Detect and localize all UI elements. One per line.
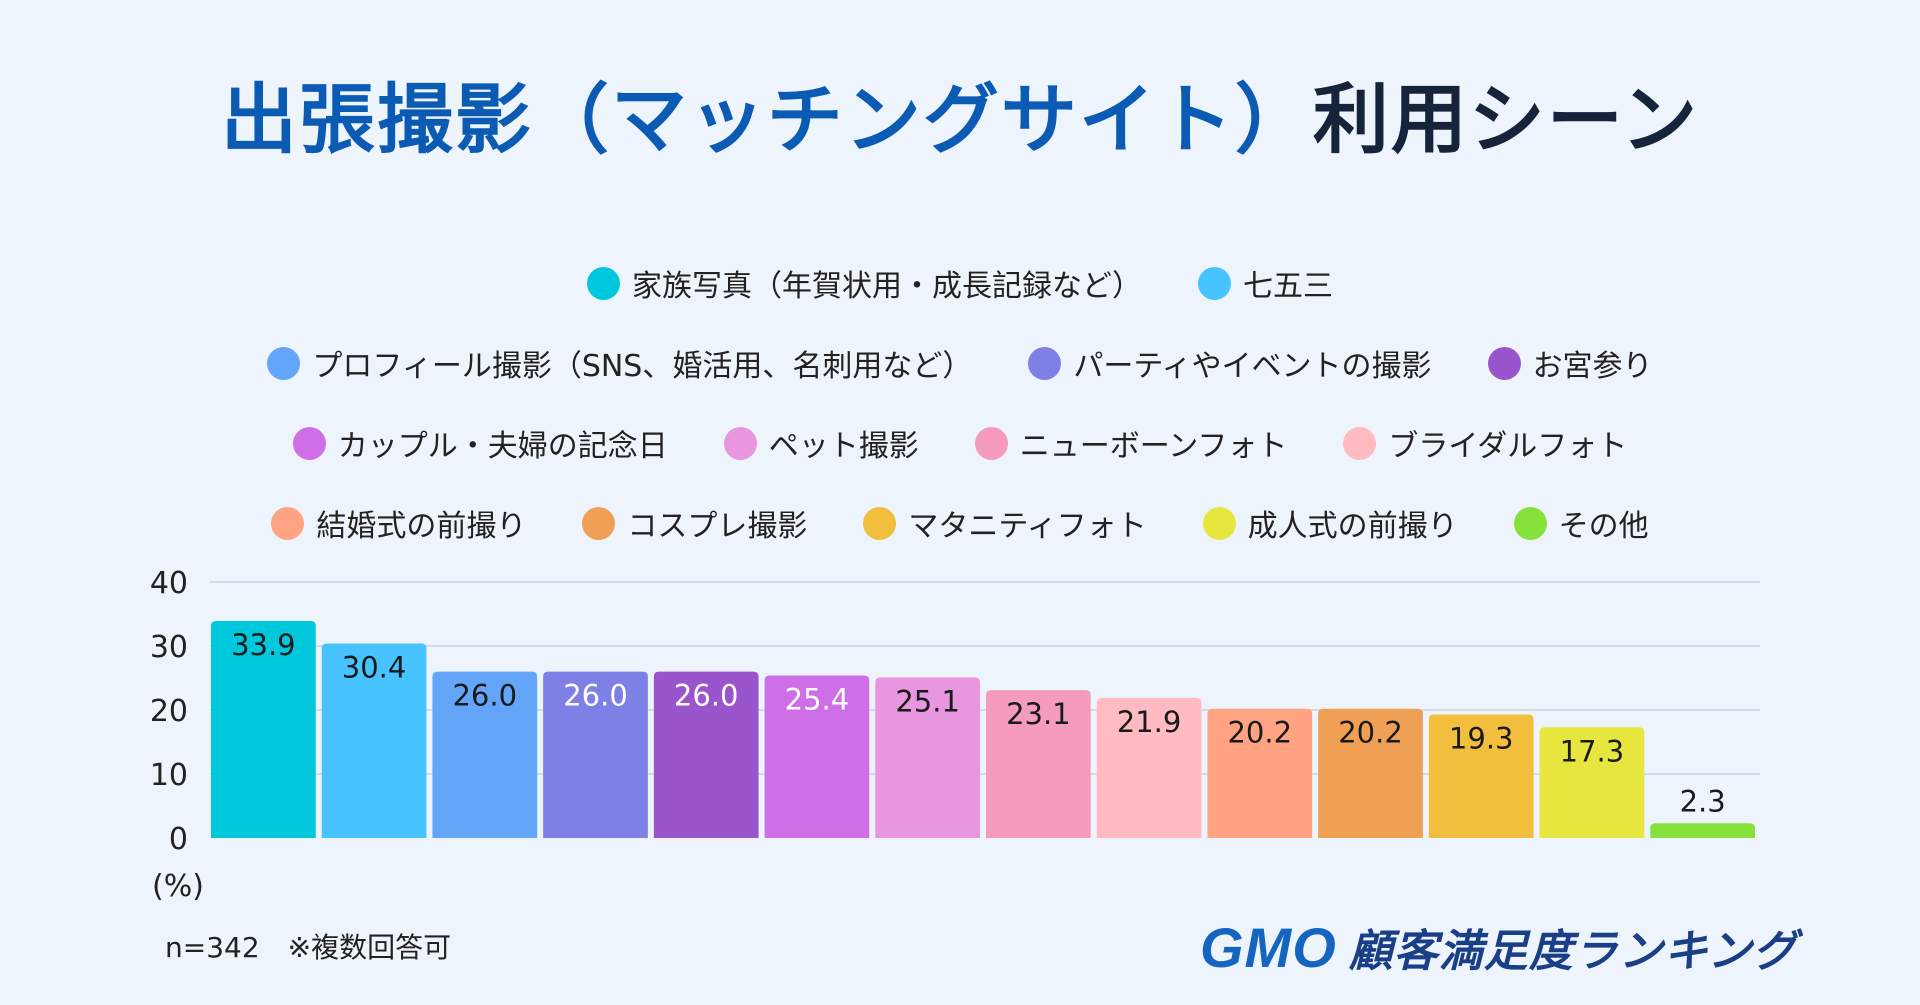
title-part-2: 利用シーン xyxy=(1312,75,1700,164)
legend-swatch xyxy=(863,506,897,540)
legend-label: カップル・夫婦の記念日 xyxy=(337,429,668,464)
legend-swatch xyxy=(267,346,301,380)
y-tick-label: 20 xyxy=(150,694,188,729)
brand-logo: GMO 顧客満足度ランキング xyxy=(1200,912,1840,982)
bar xyxy=(543,671,648,838)
legend-item: その他 xyxy=(1513,501,1649,545)
legend-label: お宮参り xyxy=(1532,349,1653,384)
bar xyxy=(1428,714,1534,838)
legend-item: プロフィール撮影（SNS、婚活用、名刺用など） xyxy=(267,341,972,385)
data-label: 33.9 xyxy=(231,628,296,662)
legend-item: パーティやイベントの撮影 xyxy=(1028,341,1432,385)
legend-item: 家族写真（年賀状用・成長記録など） xyxy=(587,261,1142,305)
legend-item: マタニティフォト xyxy=(863,501,1147,545)
bar xyxy=(1539,727,1645,838)
legend-swatch xyxy=(974,426,1008,460)
legend-swatch xyxy=(587,266,620,300)
legend-item: 結婚式の前撮り xyxy=(271,501,526,545)
y-axis-label: (%) xyxy=(152,869,204,904)
legend-swatch xyxy=(1343,426,1377,460)
y-tick-label: 40 xyxy=(150,566,188,601)
bar xyxy=(211,621,316,838)
data-label: 2.3 xyxy=(1680,784,1726,818)
bar xyxy=(1318,708,1423,838)
legend-item: コスプレ撮影 xyxy=(582,501,807,545)
legend-label: ペット撮影 xyxy=(768,429,919,464)
legend-row: 家族写真（年賀状用・成長記録など） 七五三 xyxy=(0,258,1920,308)
legend-label: 成人式の前撮り xyxy=(1247,509,1458,544)
data-label: 20.2 xyxy=(1338,716,1403,750)
data-label: 25.4 xyxy=(785,682,850,716)
data-label: 30.4 xyxy=(342,650,407,684)
bar xyxy=(986,690,1091,838)
bar xyxy=(653,671,759,838)
legend-swatch xyxy=(1198,266,1231,300)
legend-label: パーティやイベントの撮影 xyxy=(1073,349,1432,384)
legend-item: 七五三 xyxy=(1198,261,1333,305)
legend-swatch xyxy=(271,506,305,540)
y-tick-label: 30 xyxy=(150,630,188,665)
data-label: 20.2 xyxy=(1227,716,1292,750)
legend-item: お宮参り xyxy=(1487,341,1653,385)
bar xyxy=(432,671,538,838)
bar xyxy=(1207,708,1313,838)
legend-label: その他 xyxy=(1558,509,1649,544)
y-tick-label: 10 xyxy=(150,758,188,793)
bar xyxy=(1096,697,1202,838)
legend-item: 成人式の前撮り xyxy=(1202,501,1458,545)
legend-item: ペット撮影 xyxy=(723,421,919,465)
legend-label: 結婚式の前撮り xyxy=(316,509,527,544)
legend-label: プロフィール撮影（SNS、婚活用、名刺用など） xyxy=(312,349,973,384)
bar xyxy=(1650,823,1755,838)
legend-label: マタニティフォト xyxy=(908,509,1147,544)
data-label: 25.1 xyxy=(895,684,960,718)
brand-name: 顧客満足度ランキング xyxy=(1348,926,1798,977)
chart-title: 出張撮影（マッチングサイト）利用シーン xyxy=(0,58,1920,168)
data-label: 23.1 xyxy=(1006,697,1071,731)
legend-swatch xyxy=(1202,506,1236,540)
bar xyxy=(321,643,427,838)
data-label: 26.0 xyxy=(452,679,517,713)
legend-swatch xyxy=(1028,346,1062,380)
data-label: 26.0 xyxy=(563,679,628,713)
legend-item: カップル・夫婦の記念日 xyxy=(292,421,668,465)
legend-label: 家族写真（年賀状用・成長記録など） xyxy=(632,269,1142,304)
bar xyxy=(764,675,870,838)
title-part-1: 出張撮影（マッチングサイト） xyxy=(220,75,1313,164)
data-label: 19.3 xyxy=(1449,721,1514,755)
y-tick-label: 0 xyxy=(169,822,188,857)
data-label: 21.9 xyxy=(1117,705,1182,739)
brand-gmo: GMO xyxy=(1200,915,1337,979)
legend-label: ブライダルフォト xyxy=(1388,429,1628,464)
legend-row: プロフィール撮影（SNS、婚活用、名刺用など） パーティやイベントの撮影 お宮参り xyxy=(0,338,1920,388)
legend-swatch xyxy=(1487,346,1521,380)
data-label: 17.3 xyxy=(1560,734,1625,768)
legend-row: カップル・夫婦の記念日 ペット撮影 ニューボーンフォト ブライダルフォト xyxy=(0,418,1920,468)
legend-item: ニューボーンフォト xyxy=(974,421,1288,465)
legend-label: コスプレ撮影 xyxy=(627,509,808,544)
legend-swatch xyxy=(723,426,757,460)
data-label: 26.0 xyxy=(674,679,739,713)
legend-label: 七五三 xyxy=(1243,269,1333,304)
legend-swatch xyxy=(292,426,326,460)
legend-row: 結婚式の前撮り コスプレ撮影 マタニティフォト 成人式の前撮り その他 xyxy=(0,498,1920,548)
legend-swatch xyxy=(582,506,616,540)
legend-item: ブライダルフォト xyxy=(1343,421,1627,465)
legend-swatch xyxy=(1513,506,1547,540)
footnote: n=342 ※複数回答可 xyxy=(165,931,452,964)
bar xyxy=(875,677,980,838)
legend-label: ニューボーンフォト xyxy=(1019,429,1288,464)
